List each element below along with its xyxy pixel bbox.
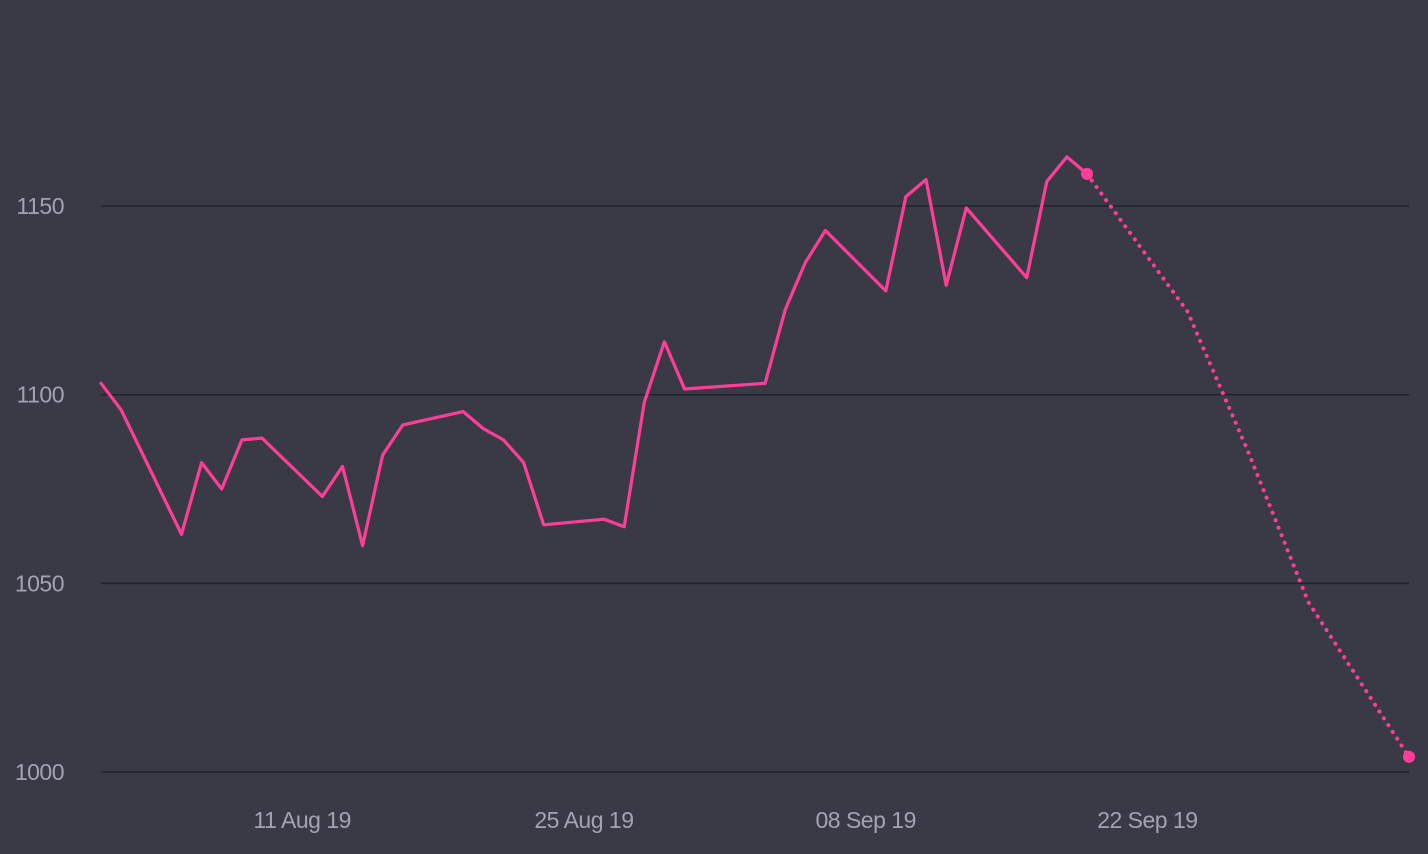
y-tick-label-1100: 1100 <box>17 382 64 408</box>
x-tick-label-1: 25 Aug 19 <box>534 807 633 833</box>
x-tick-label-2: 08 Sep 19 <box>815 807 915 833</box>
actual-series-line <box>99 155 1089 548</box>
series-lines <box>99 155 1411 759</box>
gridlines <box>101 205 1409 773</box>
forecast-end-dot <box>1403 750 1415 763</box>
y-tick-label-1150: 1150 <box>17 193 64 219</box>
series-markers <box>1081 167 1415 763</box>
y-axis-ticks: 1000 1050 1100 1150 <box>15 193 65 785</box>
x-tick-label-3: 22 Sep 19 <box>1097 807 1197 833</box>
x-tick-label-0: 11 Aug 19 <box>254 807 351 833</box>
forecast-start-dot <box>1081 167 1094 180</box>
y-tick-label-1050: 1050 <box>15 570 64 596</box>
forecast-series-line <box>1085 171 1411 759</box>
x-axis-ticks: 11 Aug 19 25 Aug 19 08 Sep 19 22 Sep 19 <box>254 807 1199 833</box>
y-tick-label-1000: 1000 <box>15 759 64 785</box>
